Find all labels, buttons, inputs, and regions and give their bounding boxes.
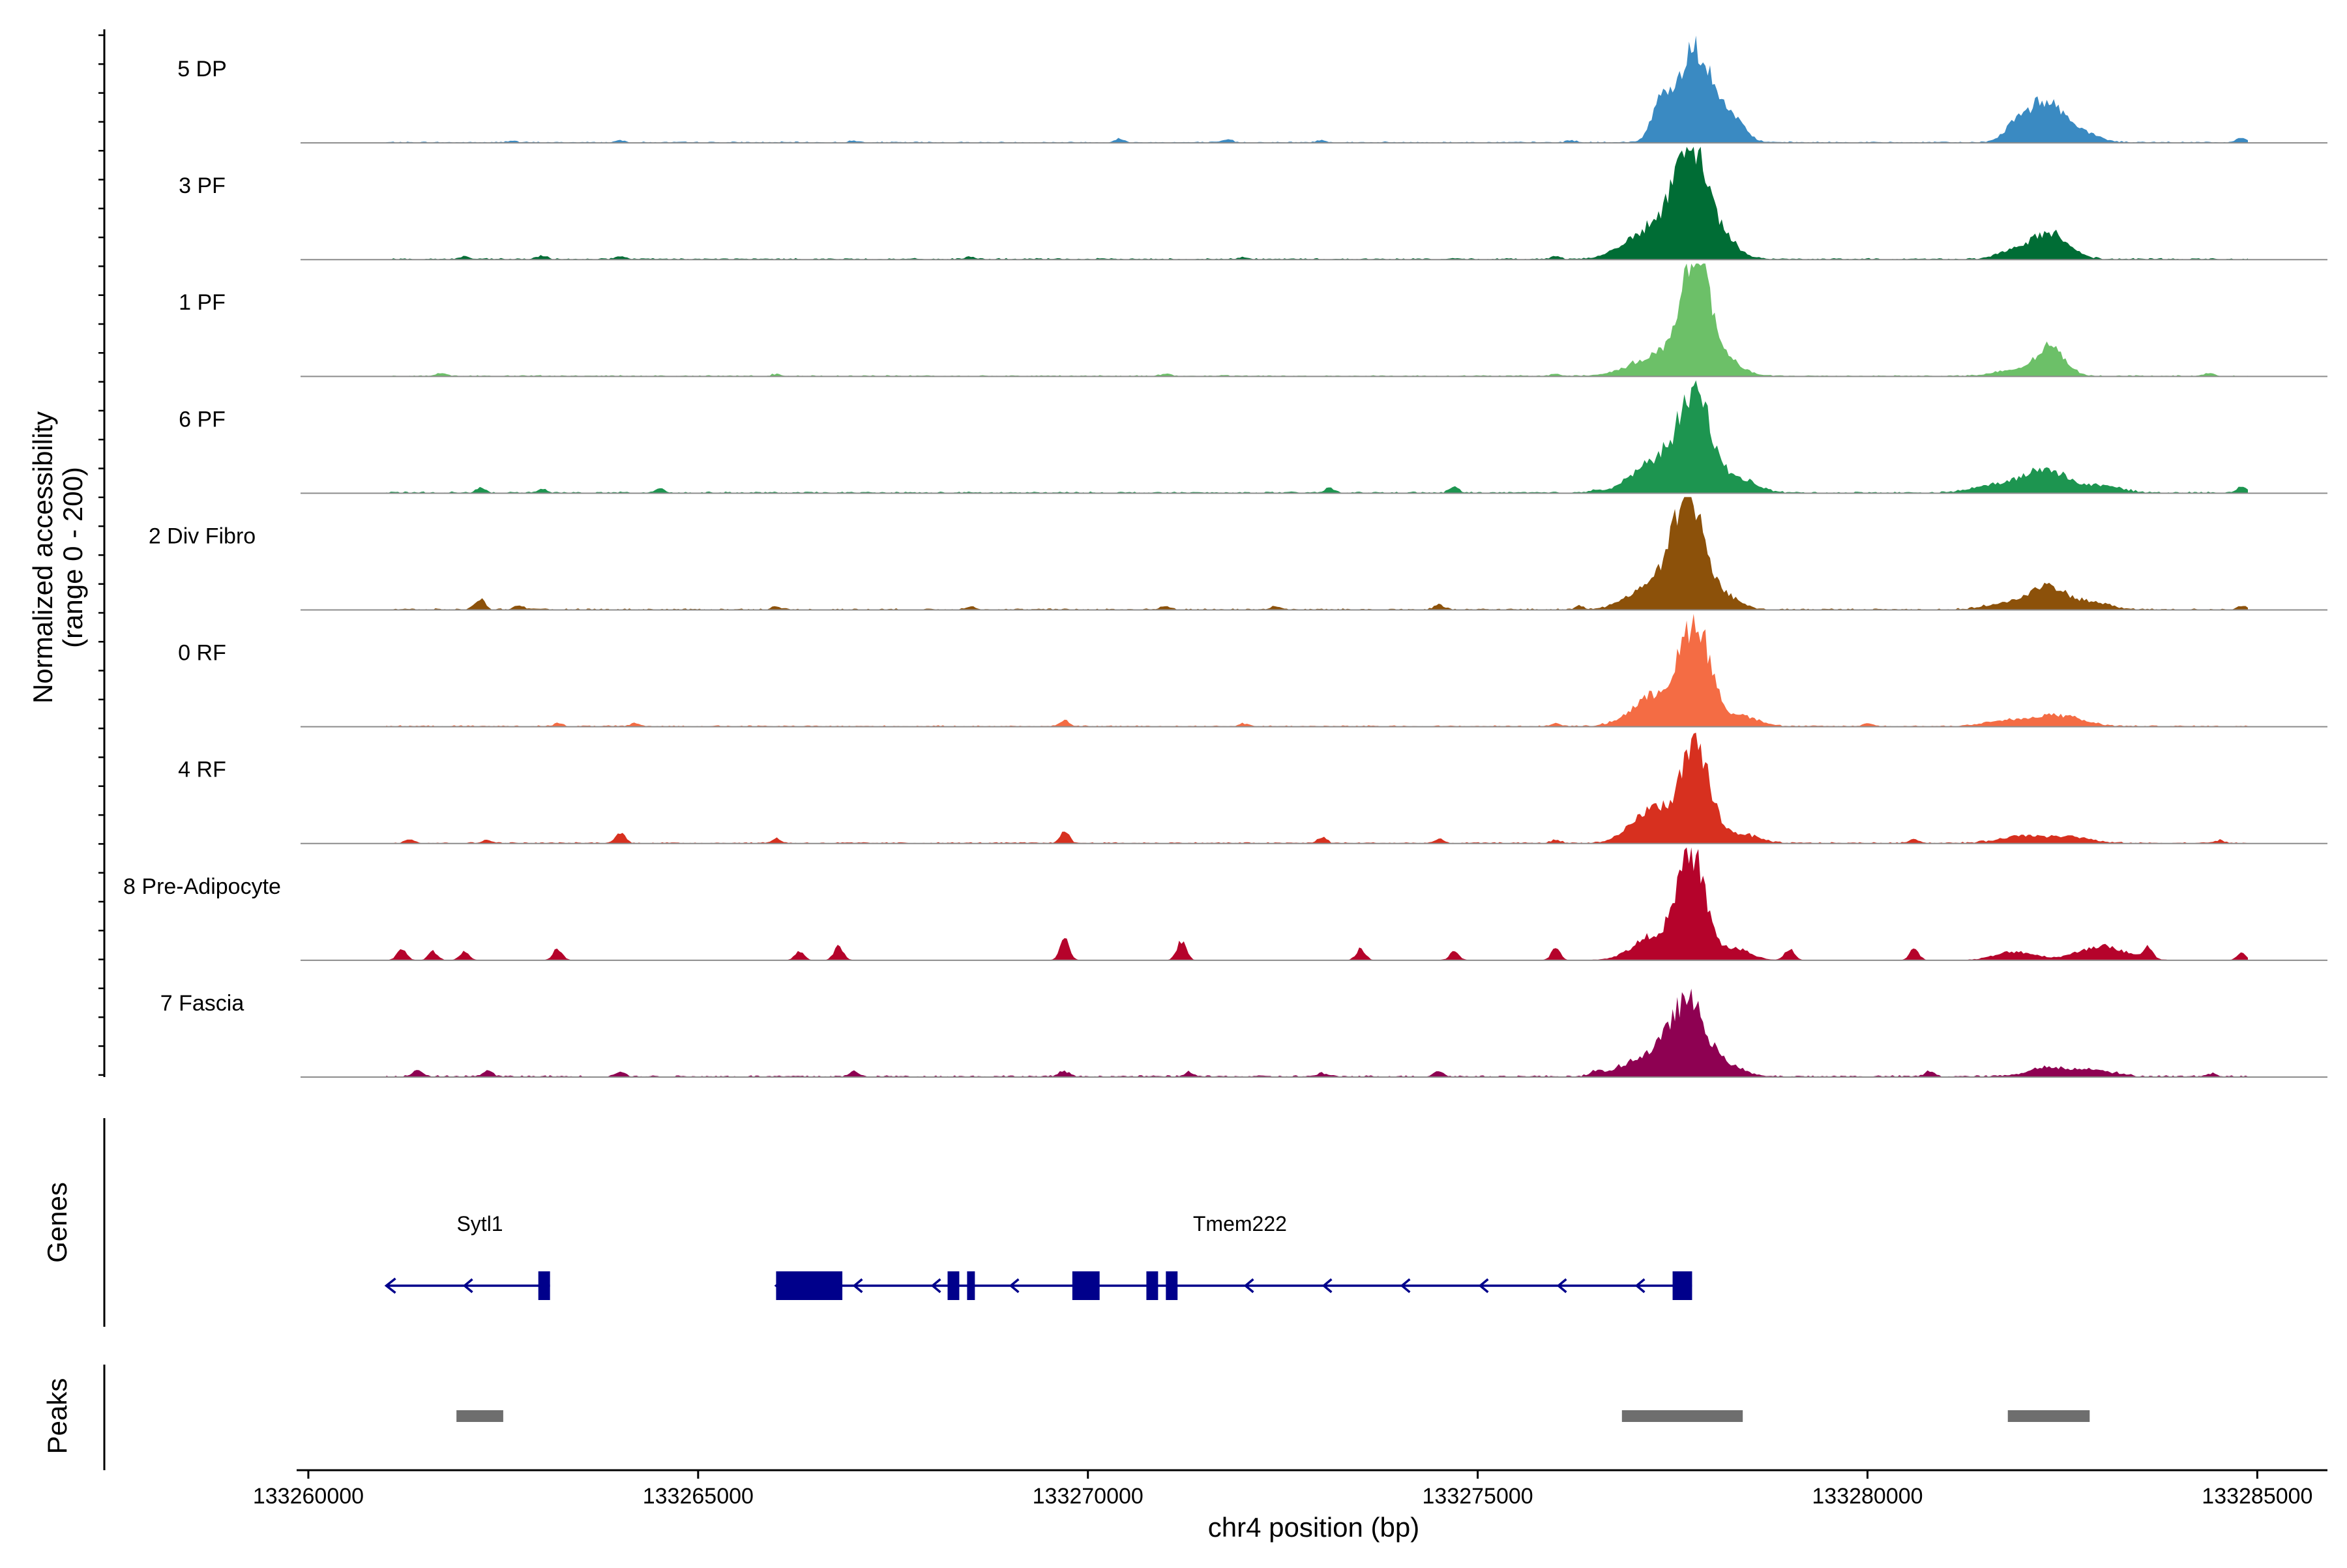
x-tick-label: 133265000 xyxy=(643,1484,754,1509)
x-tick-label: 133270000 xyxy=(1033,1484,1144,1509)
peak-region xyxy=(2007,1410,2090,1422)
genes-panel-label: Genes xyxy=(42,1182,72,1263)
y-axis-label-line: Normalized accessibility xyxy=(27,411,58,703)
gene-sytl1: Sytl1 xyxy=(384,1212,550,1300)
track-6: 4 RF xyxy=(178,732,2327,844)
exon xyxy=(1146,1271,1159,1300)
track-label: 7 Fascia xyxy=(160,991,244,1016)
peak-region xyxy=(456,1410,503,1422)
track-label: 6 PF xyxy=(179,407,226,432)
peak-region xyxy=(1621,1410,1743,1422)
genes-layer: Genes Sytl1 Tmem222 xyxy=(42,1118,1692,1327)
track-label: 5 DP xyxy=(177,57,227,81)
exon xyxy=(1672,1271,1692,1300)
exon xyxy=(1166,1271,1178,1300)
track-0: 5 DP xyxy=(177,35,2327,144)
coverage-area xyxy=(386,847,2248,960)
track-1: 3 PF xyxy=(179,147,2327,261)
track-7: 8 Pre-Adipocyte xyxy=(123,847,2327,961)
gene-name-label: Sytl1 xyxy=(456,1212,503,1235)
track-label: 0 RF xyxy=(178,641,226,666)
gene-tmem222: Tmem222 xyxy=(774,1212,1692,1300)
exon xyxy=(776,1271,843,1300)
axes-layer: Normalized accessibility(range 0 - 200) 1… xyxy=(27,29,2327,1543)
tracks-layer: 5 DP 3 PF 1 PF 6 PF 2 Div Fibro 0 RF 4 RF 8 Pre… xyxy=(123,35,2327,1078)
coverage-area xyxy=(386,380,2248,494)
track-3: 6 PF xyxy=(179,380,2327,494)
track-label: 2 Div Fibro xyxy=(149,524,256,548)
coverage-area xyxy=(386,732,2248,844)
exon xyxy=(1072,1271,1100,1300)
peaks-layer: Peaks xyxy=(42,1365,2090,1470)
gene-name-label: Tmem222 xyxy=(1193,1212,1287,1235)
coverage-area xyxy=(386,147,2248,260)
x-tick-label: 133275000 xyxy=(1423,1484,1533,1509)
track-5: 0 RF xyxy=(178,614,2327,728)
x-axis-label: chr4 position (bp) xyxy=(1208,1512,1420,1543)
coverage-area xyxy=(386,614,2248,727)
x-tick-label: 133260000 xyxy=(253,1484,364,1509)
track-4: 2 Div Fibro xyxy=(149,497,2327,611)
x-tick-label: 133285000 xyxy=(2202,1484,2312,1509)
coverage-area xyxy=(386,497,2248,610)
x-tick-label: 133280000 xyxy=(1812,1484,1923,1509)
track-label: 4 RF xyxy=(178,758,226,782)
track-label: 3 PF xyxy=(179,173,226,198)
track-label: 8 Pre-Adipocyte xyxy=(123,874,281,899)
exon xyxy=(538,1271,550,1300)
exon xyxy=(967,1271,975,1300)
coverage-area xyxy=(386,35,2248,143)
y-axis-label-line: (range 0 - 200) xyxy=(57,467,88,648)
y-axis-label: Normalized accessibility(range 0 - 200) xyxy=(27,411,88,703)
track-2: 1 PF xyxy=(179,263,2327,377)
coverage-area xyxy=(386,988,2248,1077)
exon xyxy=(947,1271,960,1300)
track-label: 1 PF xyxy=(179,290,226,315)
coverage-area xyxy=(386,263,2248,377)
track-8: 7 Fascia xyxy=(160,988,2327,1078)
peaks-panel-label: Peaks xyxy=(42,1378,72,1455)
